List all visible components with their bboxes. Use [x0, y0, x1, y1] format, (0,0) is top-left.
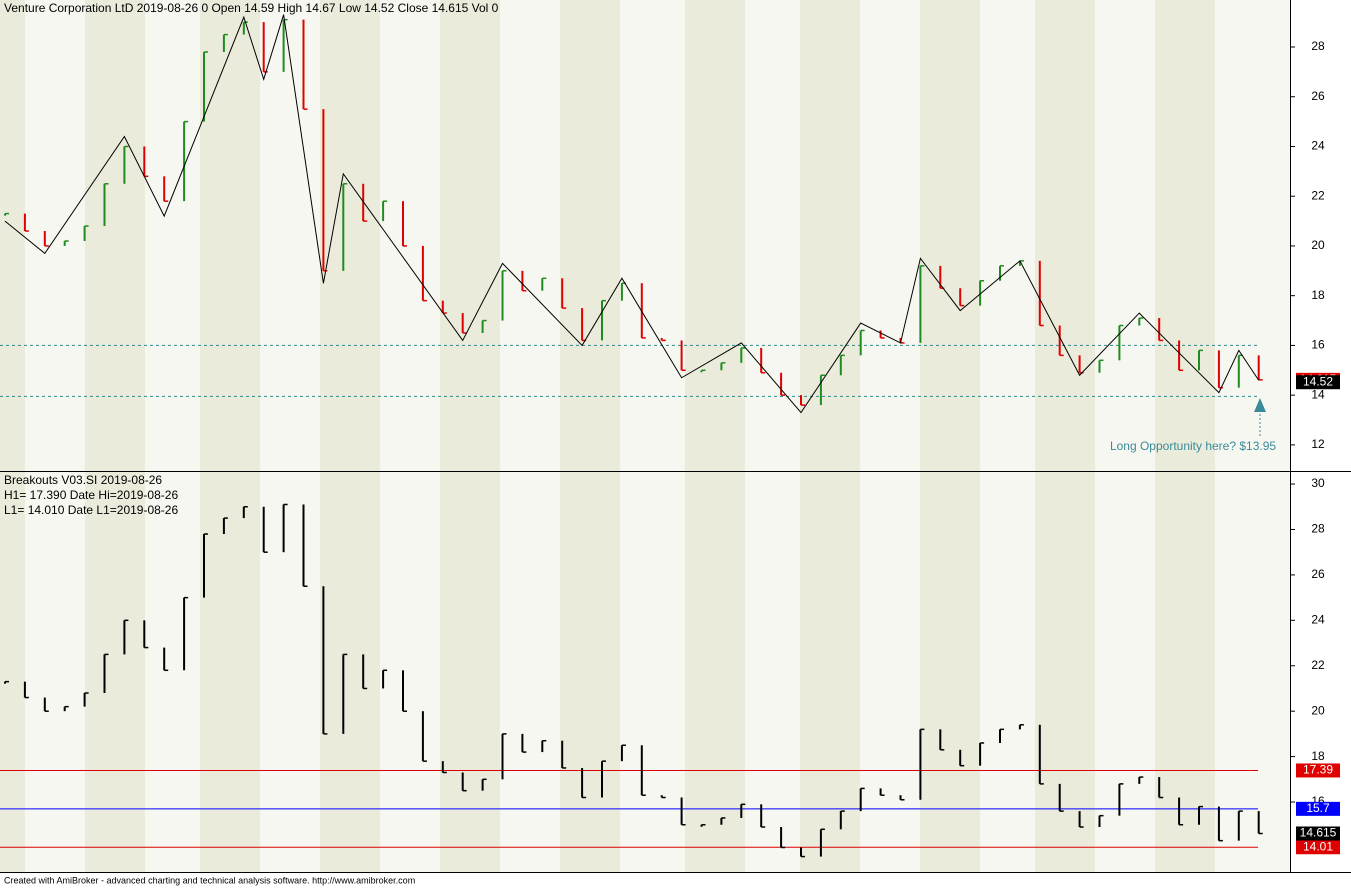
level-label-box	[1296, 840, 1340, 855]
period-band	[685, 0, 745, 872]
y-tick-label: 26	[1311, 567, 1325, 581]
period-band	[440, 0, 500, 872]
y-tick-label: 20	[1311, 238, 1325, 252]
period-band	[1095, 0, 1155, 872]
y-tick-label: 26	[1311, 89, 1325, 103]
zigzag-line	[4, 14, 1260, 414]
period-band	[1215, 0, 1290, 872]
annotation-arrowhead	[1254, 398, 1266, 412]
period-band	[200, 0, 260, 872]
price-label: 14.52	[1303, 374, 1333, 388]
level-label-box	[1296, 763, 1340, 778]
period-band	[85, 0, 145, 872]
y-tick-label: 20	[1311, 703, 1325, 717]
period-band	[560, 0, 620, 872]
period-band	[980, 0, 1035, 872]
price-label: 14.615	[1300, 826, 1337, 840]
price-label-box	[1296, 826, 1340, 841]
period-band	[500, 0, 560, 872]
y-tick-label: 16	[1311, 338, 1325, 352]
y-tick-label: 18	[1311, 749, 1325, 763]
period-band	[380, 0, 440, 872]
y-tick-label: 24	[1311, 612, 1325, 626]
y-tick-label: 22	[1311, 658, 1325, 672]
y-tick-label: 12	[1311, 437, 1325, 451]
level-label: 17.39	[1303, 763, 1333, 777]
period-band	[800, 0, 860, 872]
period-band	[620, 0, 685, 872]
header: Venture Corporation LtD 2019-08-26 0 Ope…	[4, 1, 499, 15]
level-label: 15.7	[1306, 801, 1330, 815]
level-label: 14.01	[1303, 839, 1333, 853]
panel-title: Breakouts V03.SI 2019-08-26	[4, 473, 162, 487]
period-band	[920, 0, 980, 872]
period-band	[260, 0, 320, 872]
y-tick-label: 28	[1311, 39, 1325, 53]
price-label-box	[1296, 375, 1340, 390]
y-tick-label: 18	[1311, 288, 1325, 302]
annotation: Long Opportunity here? $13.95	[1110, 439, 1276, 453]
period-bands	[0, 0, 1290, 872]
info-line: L1= 14.010 Date L1=2019-08-26	[4, 503, 178, 517]
y-tick-label: 28	[1311, 522, 1325, 536]
period-band	[145, 0, 200, 872]
period-band	[320, 0, 380, 872]
y-tick-label: 22	[1311, 188, 1325, 202]
y-tick-label: 30	[1311, 476, 1325, 490]
y-tick-label: 24	[1311, 139, 1325, 153]
period-band	[25, 0, 85, 872]
period-band	[860, 0, 920, 872]
period-band	[1035, 0, 1095, 872]
period-band	[1155, 0, 1215, 872]
footer: Created with AmiBroker - advanced charti…	[4, 875, 415, 885]
y-tick-label: 14	[1311, 387, 1325, 401]
period-band	[745, 0, 800, 872]
period-band	[0, 0, 25, 872]
info-line: H1= 17.390 Date Hi=2019-08-26	[4, 488, 178, 502]
level-label-box	[1296, 801, 1340, 816]
